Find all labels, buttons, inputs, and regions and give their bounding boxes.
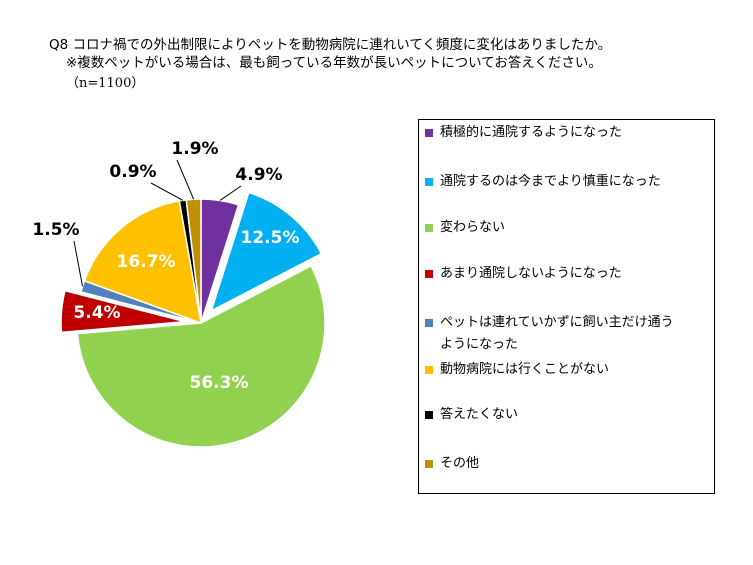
legend-item: あまり通院しないようになった bbox=[425, 265, 622, 282]
pie-slice bbox=[60, 289, 186, 334]
chart-subtitle-note: ※複数ペットがいる場合は、最も飼っている年数が長いペットについてお答えください。 bbox=[66, 55, 602, 71]
legend-swatch bbox=[425, 366, 433, 374]
legend-label: 積極的に通院するようになった bbox=[440, 125, 623, 140]
data-label: 5.4% bbox=[73, 303, 120, 323]
data-label: 16.7% bbox=[117, 252, 176, 272]
pie-slice bbox=[83, 200, 202, 325]
legend-label: その他 bbox=[440, 456, 480, 471]
data-label: 56.3% bbox=[190, 373, 249, 393]
legend-swatch bbox=[425, 270, 433, 278]
legend-swatch bbox=[425, 319, 433, 327]
leader-line bbox=[150, 182, 184, 201]
pie-slice bbox=[185, 198, 202, 324]
pie-slice bbox=[76, 264, 326, 448]
legend-item: 通院するのは今までより慎重になった bbox=[425, 173, 661, 190]
legend-item: 積極的に通院するようになった bbox=[425, 124, 622, 141]
legend-item: その他 bbox=[425, 455, 479, 472]
data-label: 1.5% bbox=[32, 220, 79, 240]
legend-item: 動物病院には行くことがない bbox=[425, 361, 609, 378]
data-label: 4.9% bbox=[235, 165, 282, 185]
pie-slice bbox=[210, 191, 323, 313]
legend-swatch bbox=[425, 129, 433, 137]
data-label: 1.9% bbox=[171, 139, 218, 159]
legend-swatch bbox=[425, 178, 433, 186]
legend-item: ペットは連れていかずに飼い主だけ通う ようになった bbox=[425, 314, 674, 352]
legend-label: 答えたくない bbox=[440, 407, 519, 422]
leader-line bbox=[176, 159, 195, 200]
data-label: 0.9% bbox=[109, 162, 156, 182]
chart-legend: 積極的に通院するようになった 通院するのは今までより慎重になった 変わらない あ… bbox=[418, 119, 715, 494]
legend-label-continued: ようになった bbox=[440, 337, 519, 352]
sample-size: （n=1100） bbox=[66, 76, 145, 91]
data-label: 12.5% bbox=[241, 228, 300, 248]
legend-swatch bbox=[425, 224, 433, 232]
leader-line bbox=[73, 240, 84, 287]
legend-item: 答えたくない bbox=[425, 406, 518, 423]
legend-label: 動物病院には行くことがない bbox=[440, 362, 610, 377]
legend-label: ペットは連れていかずに飼い主だけ通う bbox=[440, 315, 674, 330]
chart-title: Q8 コロナ禍での外出制限によりペットを動物病院に連れいてく頻度に変化はありまし… bbox=[49, 37, 612, 53]
legend-label: 変わらない bbox=[440, 220, 506, 235]
legend-swatch bbox=[425, 460, 433, 468]
legend-label: 通院するのは今までより慎重になった bbox=[440, 174, 661, 189]
legend-swatch bbox=[425, 411, 433, 419]
legend-label: あまり通院しないようになった bbox=[440, 266, 622, 281]
leader-line bbox=[219, 185, 242, 201]
legend-item: 変わらない bbox=[425, 219, 505, 236]
